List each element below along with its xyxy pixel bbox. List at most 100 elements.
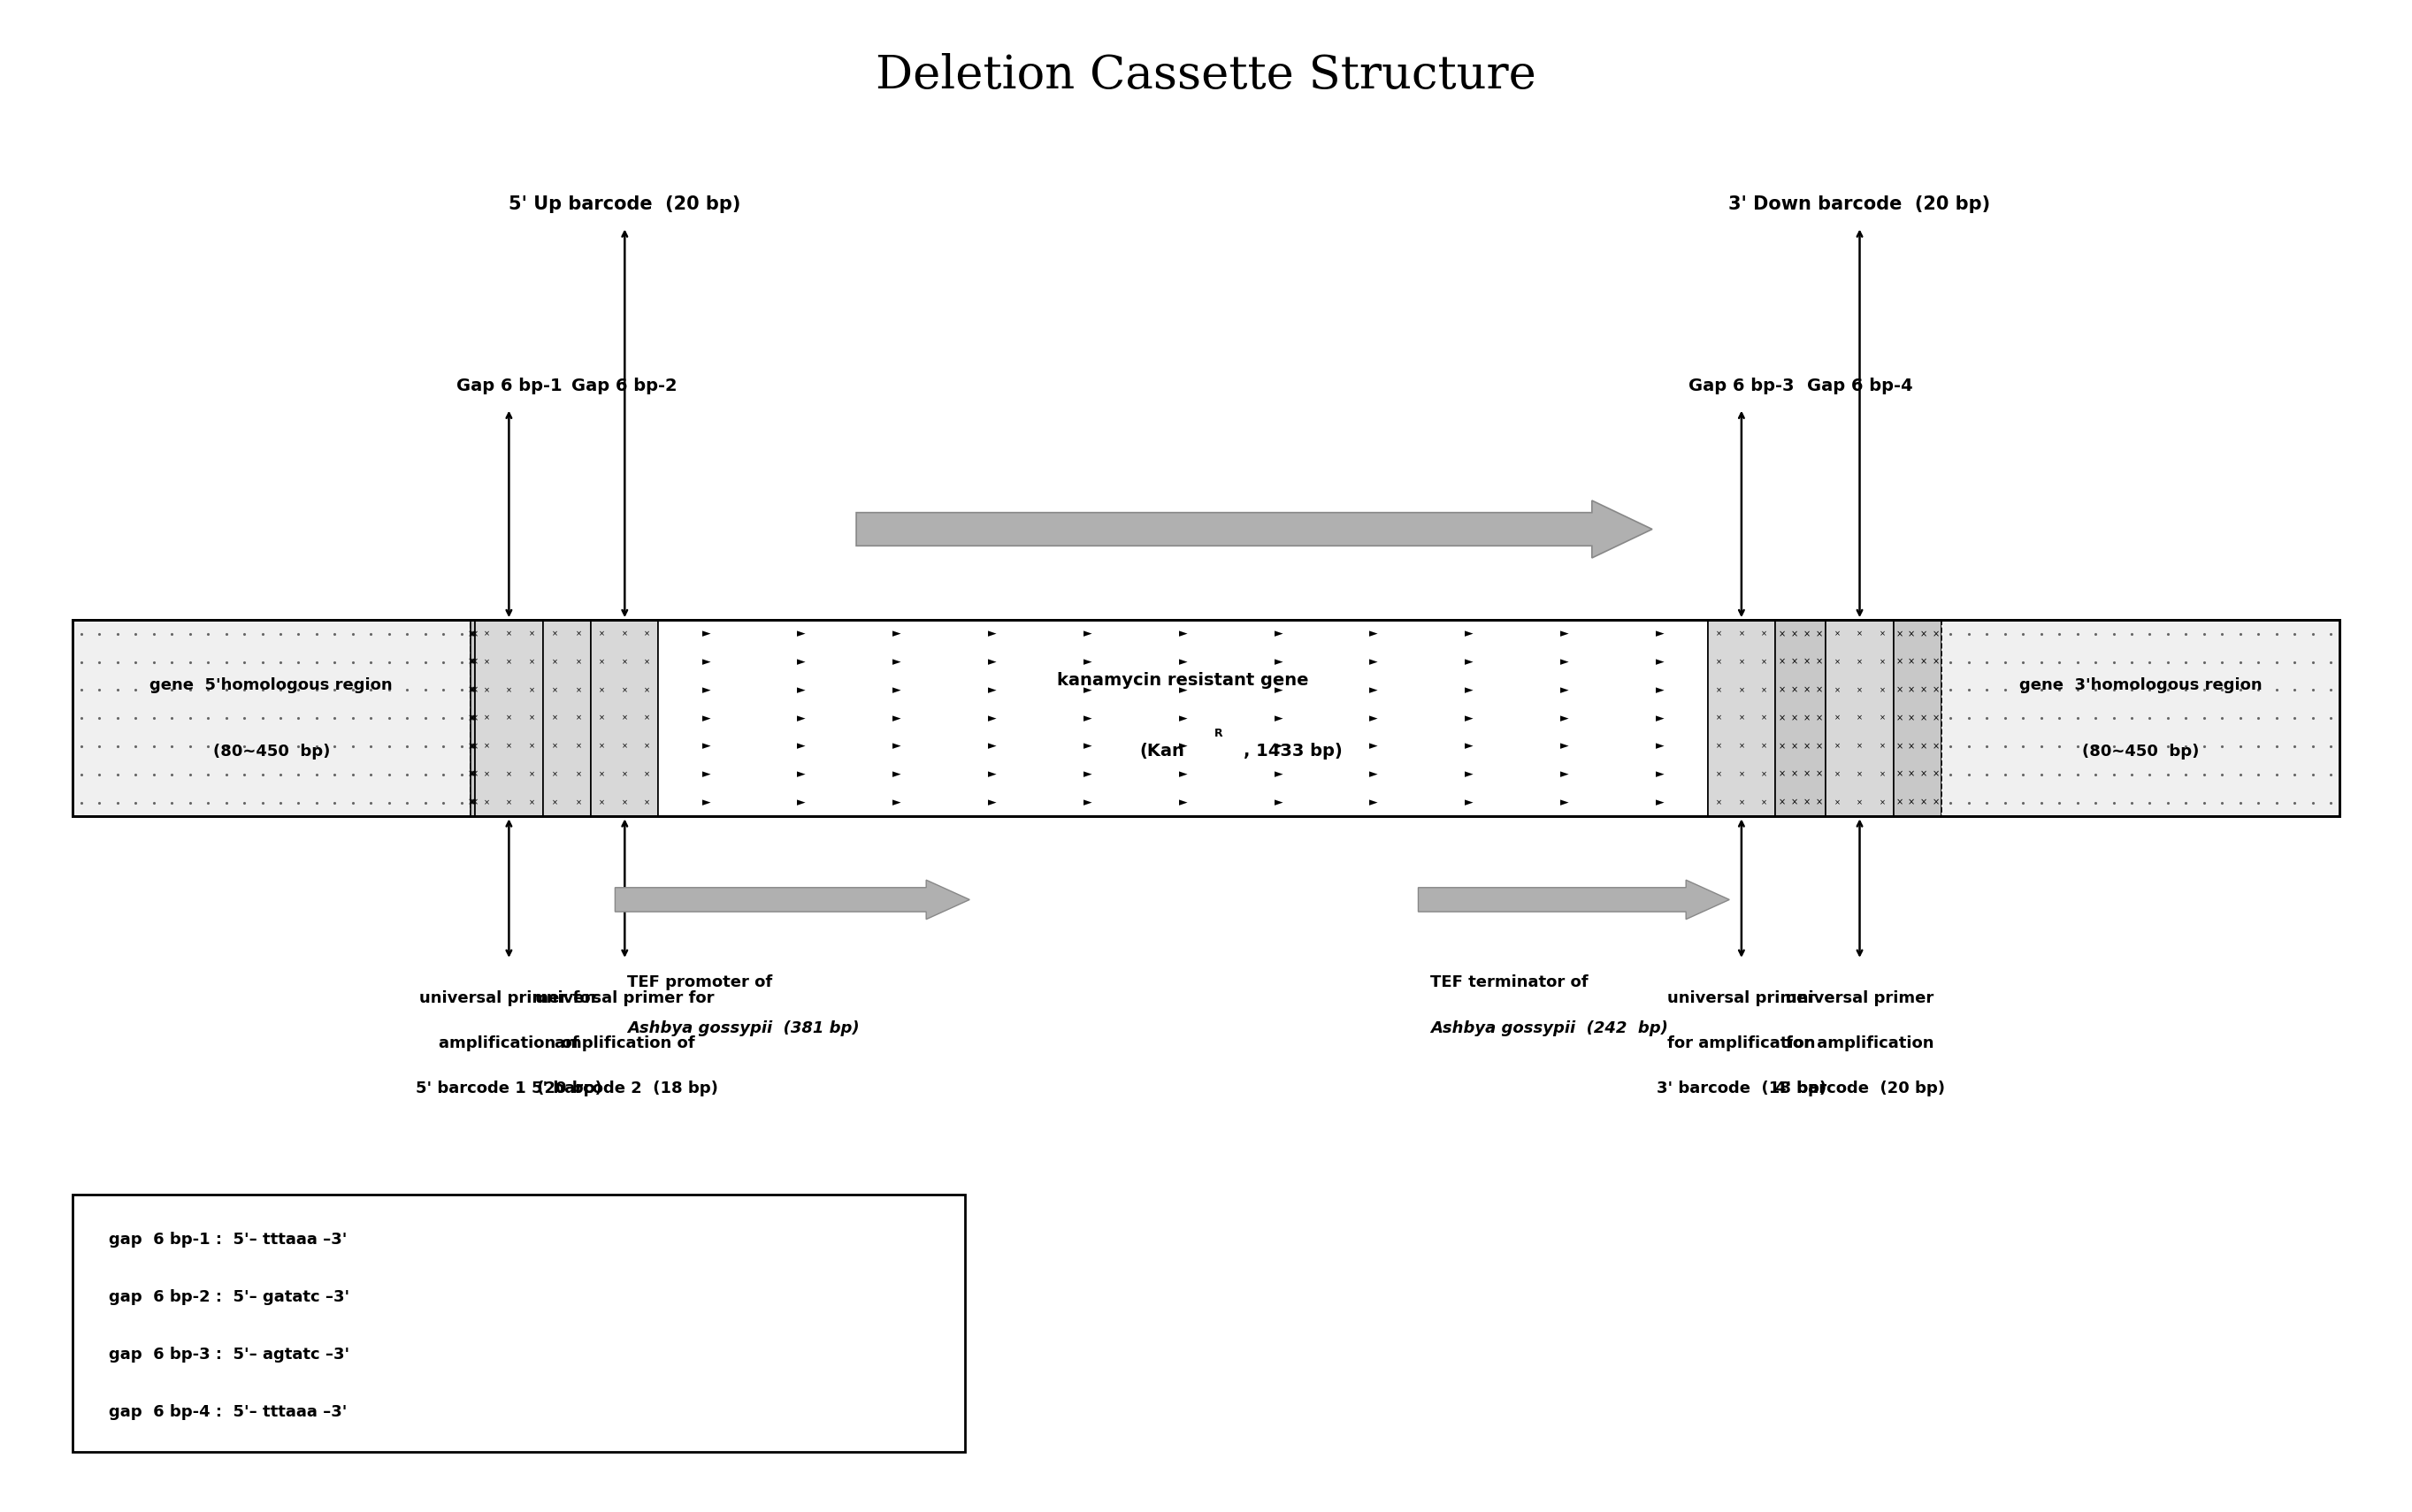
Text: ×: ×	[1908, 714, 1915, 723]
Text: ×: ×	[470, 629, 478, 638]
Text: ►: ►	[989, 768, 996, 780]
Text: ►: ►	[702, 656, 712, 668]
Text: ×: ×	[1932, 798, 1939, 807]
Text: ×: ×	[528, 686, 535, 694]
Text: ×: ×	[622, 798, 627, 806]
Text: ►: ►	[989, 797, 996, 809]
Text: ×: ×	[644, 658, 651, 665]
Text: ×: ×	[1790, 629, 1797, 638]
Text: ×: ×	[1761, 686, 1768, 694]
Text: ×: ×	[1761, 714, 1768, 723]
Text: universal primer for: universal primer for	[535, 990, 714, 1005]
Text: 3' Down barcode  (20 bp): 3' Down barcode (20 bp)	[1729, 195, 1990, 213]
Text: ×: ×	[1896, 686, 1903, 694]
Text: ×: ×	[470, 798, 478, 807]
Text: ×: ×	[470, 658, 478, 667]
Text: ×: ×	[507, 631, 511, 638]
Bar	[470, 620, 475, 816]
Text: ►: ►	[1464, 797, 1474, 809]
Text: ►: ►	[1655, 741, 1664, 751]
Text: ×: ×	[1920, 686, 1927, 694]
Text: ×: ×	[528, 798, 535, 806]
Text: ×: ×	[552, 798, 557, 806]
Text: ×: ×	[507, 686, 511, 694]
Text: ►: ►	[1083, 685, 1093, 696]
Text: ►: ►	[1179, 685, 1187, 696]
Bar	[1826, 620, 1893, 816]
Text: ►: ►	[1655, 712, 1664, 724]
Text: ×: ×	[528, 658, 535, 665]
Text: ►: ►	[1655, 627, 1664, 640]
Text: ×: ×	[1804, 686, 1811, 694]
Text: ►: ►	[1083, 797, 1093, 809]
Text: Deletion Cassette Structure: Deletion Cassette Structure	[876, 53, 1536, 98]
Text: ×: ×	[1778, 686, 1785, 694]
Text: ×: ×	[468, 742, 475, 750]
Text: ►: ►	[1464, 741, 1474, 751]
Text: 4' barcode  (20 bp): 4' barcode (20 bp)	[1775, 1081, 1944, 1096]
Text: ×: ×	[1932, 742, 1939, 750]
Text: ×: ×	[552, 631, 557, 638]
Text: amplification of: amplification of	[439, 1036, 579, 1051]
Text: ×: ×	[528, 631, 535, 638]
Text: ×: ×	[507, 798, 511, 806]
Text: ×: ×	[1739, 771, 1744, 779]
Text: ►: ►	[892, 656, 902, 668]
Text: ×: ×	[1761, 631, 1768, 638]
Text: ►: ►	[1370, 685, 1377, 696]
FancyArrow shape	[615, 880, 970, 919]
Text: ×: ×	[470, 770, 478, 779]
Text: ×: ×	[1879, 798, 1886, 806]
Text: gap  6 bp-2 :  5'– gatatc –3': gap 6 bp-2 : 5'– gatatc –3'	[109, 1290, 350, 1305]
Text: ►: ►	[1370, 712, 1377, 724]
Text: ×: ×	[1790, 658, 1797, 667]
Text: ×: ×	[1739, 798, 1744, 806]
Text: ×: ×	[1879, 658, 1886, 665]
Text: ►: ►	[1274, 797, 1283, 809]
Text: ►: ►	[798, 741, 806, 751]
Text: ×: ×	[468, 686, 475, 694]
Text: ►: ►	[1179, 712, 1187, 724]
Text: ×: ×	[470, 686, 478, 694]
Text: ×: ×	[468, 798, 475, 807]
Text: ×: ×	[1833, 798, 1840, 806]
Text: ×: ×	[1778, 742, 1785, 750]
Text: ►: ►	[892, 768, 902, 780]
Text: (80~450  bp): (80~450 bp)	[2082, 744, 2200, 759]
Text: ►: ►	[1083, 656, 1093, 668]
Text: ×: ×	[1778, 798, 1785, 807]
Text: ►: ►	[1561, 768, 1568, 780]
Text: ►: ►	[1274, 768, 1283, 780]
Text: ►: ►	[798, 768, 806, 780]
Text: ×: ×	[1833, 742, 1840, 750]
Text: 3' barcode  (18 bp): 3' barcode (18 bp)	[1657, 1081, 1826, 1096]
Text: ►: ►	[892, 741, 902, 751]
Text: gene  3'homologous region: gene 3'homologous region	[2019, 677, 2262, 692]
Text: ×: ×	[576, 714, 581, 723]
Text: ×: ×	[470, 770, 478, 779]
Text: ×: ×	[1920, 770, 1927, 779]
Text: ►: ►	[892, 685, 902, 696]
Text: ×: ×	[622, 686, 627, 694]
Text: ×: ×	[1920, 714, 1927, 723]
Text: universal primer: universal primer	[1667, 990, 1816, 1005]
Text: ×: ×	[1833, 686, 1840, 694]
Text: ×: ×	[507, 714, 511, 723]
Text: ×: ×	[482, 631, 490, 638]
Text: ×: ×	[470, 714, 478, 723]
Text: ×: ×	[1908, 742, 1915, 750]
Text: kanamycin resistant gene: kanamycin resistant gene	[1056, 671, 1310, 689]
Text: ×: ×	[622, 742, 627, 750]
Text: ×: ×	[1761, 798, 1768, 806]
Text: ×: ×	[1778, 658, 1785, 667]
Text: ×: ×	[1790, 686, 1797, 694]
Text: ×: ×	[1761, 742, 1768, 750]
Bar	[72, 620, 2340, 816]
Text: ►: ►	[1274, 656, 1283, 668]
Text: ×: ×	[468, 686, 475, 694]
Text: ×: ×	[552, 771, 557, 779]
Text: Gap 6 bp-3: Gap 6 bp-3	[1688, 376, 1795, 395]
Text: ×: ×	[1778, 629, 1785, 638]
Text: ×: ×	[1920, 629, 1927, 638]
Text: universal primer: universal primer	[1785, 990, 1934, 1005]
